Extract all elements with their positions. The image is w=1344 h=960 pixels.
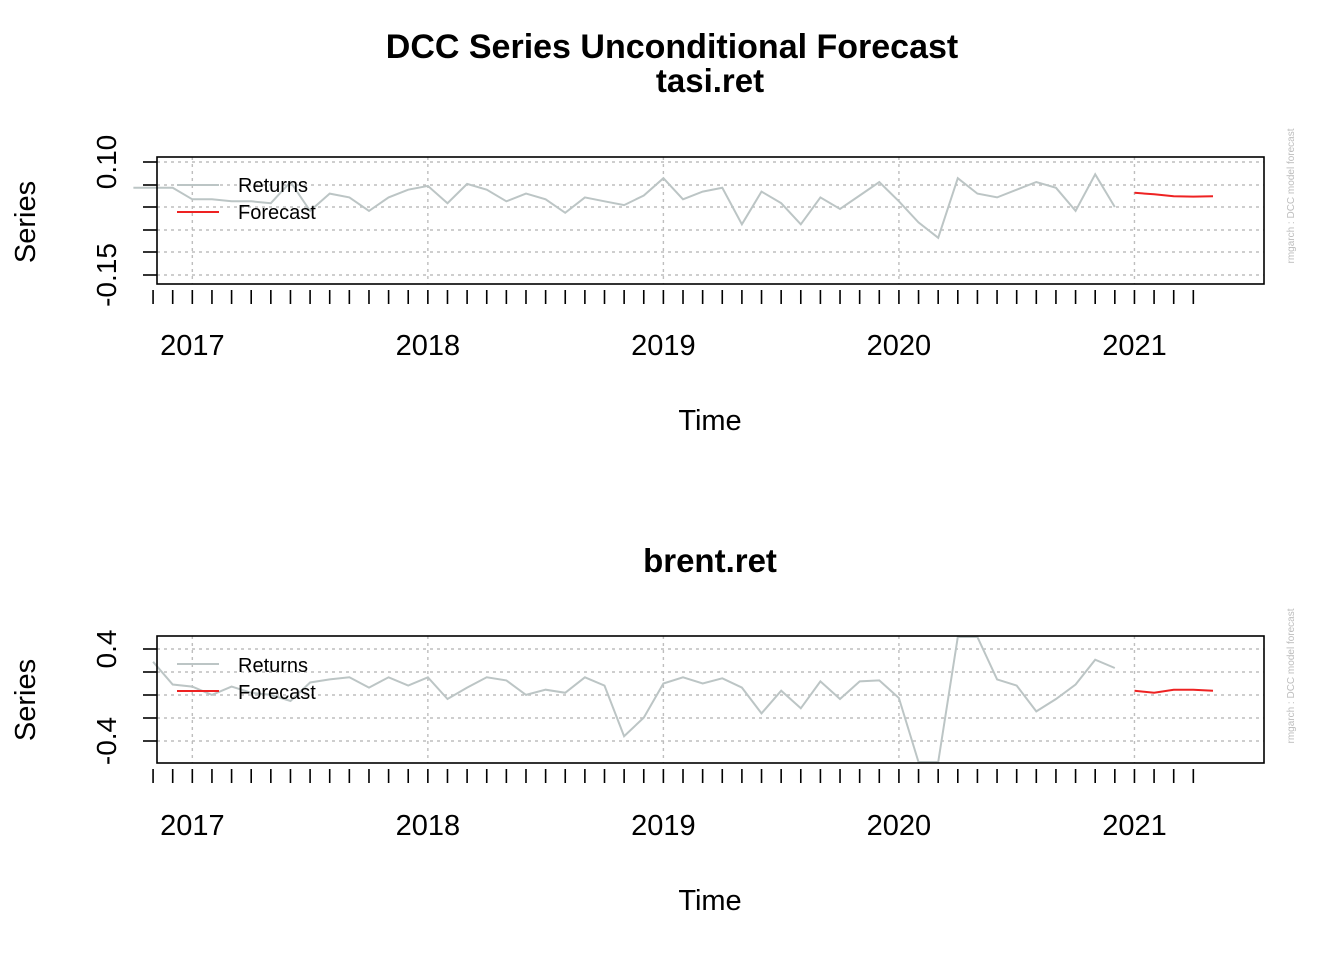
x-tick-label: 2019 [631, 330, 696, 362]
plot-box [156, 635, 1265, 764]
panel-title: tasi.ret [656, 62, 764, 99]
series-line-returns [152, 636, 1116, 763]
panel-tasi: tasi.ret Series Time -0.15 0.10 2017 2018 20… [10, 62, 1297, 437]
y-axis-label: Series [10, 659, 42, 741]
watermark: rmgarch : DCC model forecast [1286, 128, 1297, 263]
x-tick-label: 2020 [867, 810, 932, 842]
grid [157, 157, 1264, 284]
x-tick-label: 2017 [160, 330, 225, 362]
panel-brent: brent.ret Series Time -0.4 0.4 2017 2018 201… [10, 542, 1297, 917]
y-tick-label: -0.4 [91, 717, 122, 765]
series-group [152, 636, 1214, 763]
legend: Returns Forecast [177, 175, 316, 224]
y-tick-label: 0.10 [91, 135, 122, 190]
legend-label-returns: Returns [238, 175, 308, 197]
series-line-forecast [1134, 191, 1214, 198]
axes: -0.4 0.4 2017 2018 2019 2020 2021 [91, 630, 1195, 842]
grid [157, 636, 1264, 763]
x-tick-label: 2018 [396, 330, 461, 362]
x-tick-label: 2019 [631, 810, 696, 842]
y-axis-label: Series [10, 181, 42, 263]
x-tick-label: 2021 [1102, 330, 1167, 362]
legend: Returns Forecast [177, 655, 316, 704]
y-tick-label: 0.4 [91, 630, 122, 669]
legend-label-forecast: Forecast [238, 202, 316, 224]
x-axis-label: Time [678, 885, 741, 917]
x-tick-label: 2017 [160, 810, 225, 842]
legend-label-forecast: Forecast [238, 682, 316, 704]
main-title: DCC Series Unconditional Forecast [386, 28, 958, 66]
x-axis-label: Time [678, 405, 741, 437]
legend-label-returns: Returns [238, 655, 308, 677]
panel-title: brent.ret [643, 542, 777, 579]
series-group [133, 172, 1214, 240]
plot-box [156, 156, 1265, 285]
watermark: rmgarch : DCC model forecast [1286, 608, 1297, 743]
x-tick-label: 2020 [867, 330, 932, 362]
y-tick-label: -0.15 [91, 243, 122, 307]
axes: -0.15 0.10 2017 2018 2019 2020 2021 [91, 135, 1195, 362]
series-line-forecast [1134, 688, 1214, 694]
x-tick-label: 2018 [396, 810, 461, 842]
x-tick-label: 2021 [1102, 810, 1167, 842]
